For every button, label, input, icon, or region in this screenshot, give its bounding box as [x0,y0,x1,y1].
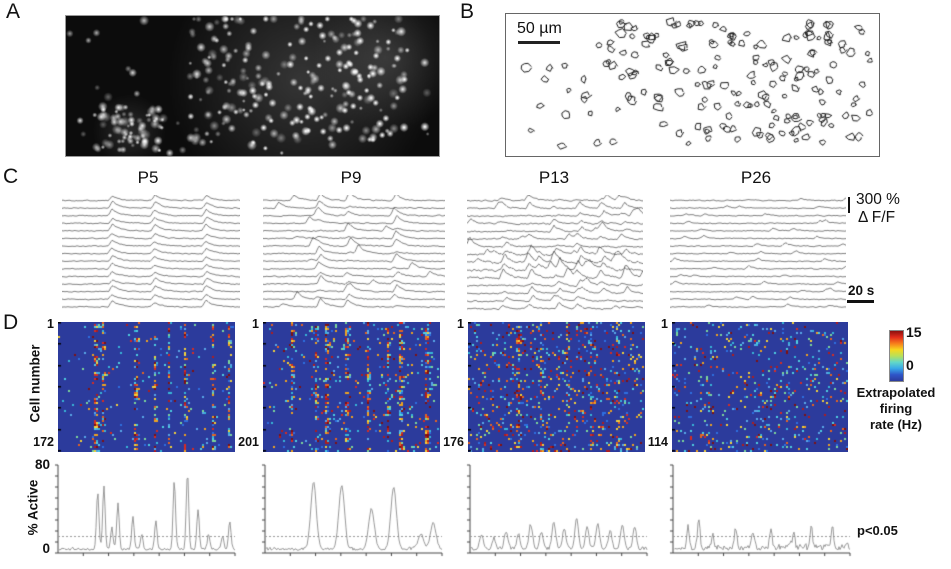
time-scale-bar [847,300,874,303]
cell-number-axis-label: Cell number [27,344,43,423]
heatmap2-last-cell: 201 [238,435,259,449]
firing-rate-heatmap-p9 [263,322,440,452]
heatmap3-last-cell: 176 [443,435,464,449]
scale-bar-label: 50 µm [517,20,562,37]
panel-a-label: A [6,0,21,23]
colorbar-caption-line3: rate (Hz) [869,417,922,432]
percent-active-plot-p5 [48,458,240,560]
firing-rate-heatmap-p13 [468,322,645,452]
panel-b-cell-outline-map: 50 µm [505,13,880,157]
age-title-p26: P26 [740,168,772,187]
panel-b-label: B [460,0,475,23]
percent-active-plot-p13 [460,458,652,560]
age-title-p9: P9 [340,168,362,187]
heatmap1-last-cell: 172 [33,435,54,449]
significance-label: p<0.05 [857,523,898,538]
active-axis-min: 0 [42,541,50,556]
df-f-scale-unit: Δ F/F [858,209,896,226]
heatmap1-first-cell: 1 [47,317,54,331]
colorbar-caption: Extrapolated firing rate (Hz) [841,385,951,433]
calcium-traces-p13 [467,195,643,311]
firing-rate-heatmap-p26 [672,322,848,452]
percent-active-axis-label: % Active [25,479,41,536]
cell-outlines-canvas [506,14,879,156]
percent-active-plot-p9 [255,458,447,560]
time-scale-label: 20 s [848,283,875,298]
active-axis-max: 80 [34,457,50,472]
colorbar-max: 15 [906,324,922,340]
heatmap4-first-cell: 1 [661,317,668,331]
age-title-p5: P5 [137,168,159,187]
calcium-traces-p9 [263,195,445,309]
calcium-traces-p26 [670,195,846,309]
panel-c-label: C [3,165,19,188]
panel-d-label: D [3,311,19,334]
heatmap2-first-cell: 1 [252,317,259,331]
colorbar-caption-line1: Extrapolated [856,385,936,400]
colorbar [889,330,904,382]
percent-active-plot-p26 [663,458,855,560]
colorbar-min: 0 [906,357,914,373]
heatmap3-first-cell: 1 [457,317,464,331]
df-f-scale-bar [848,197,850,213]
calcium-traces-p5 [62,195,240,309]
firing-rate-heatmap-p5 [58,322,235,452]
heatmap4-last-cell: 114 [647,435,668,449]
age-title-p13: P13 [538,168,570,187]
df-f-scale-amplitude: 300 % [856,191,900,208]
colorbar-caption-line2: firing [879,401,913,416]
panel-a-fluorescence-image [65,15,440,157]
scale-bar [518,41,560,44]
